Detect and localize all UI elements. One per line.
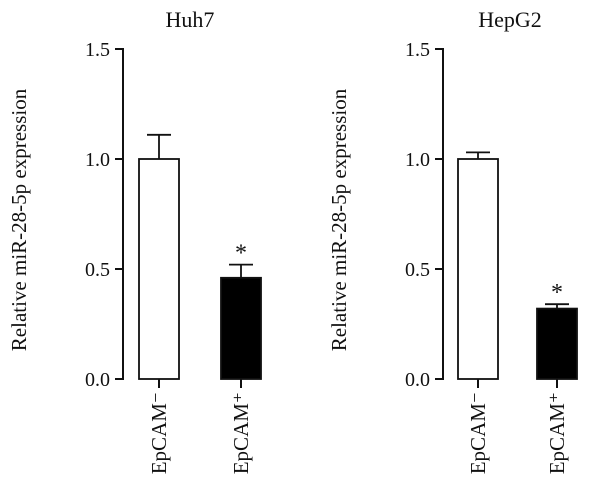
significance-marker: *: [235, 241, 247, 267]
y-tick-label: 0.5: [405, 259, 430, 281]
bar: [536, 307, 578, 380]
y-axis-label: Relative miR-28-5p expression: [7, 88, 31, 351]
x-tick-label: EpCAM⁻: [466, 392, 490, 474]
significance-marker: *: [551, 280, 563, 306]
y-axis-label: Relative miR-28-5p expression: [327, 88, 351, 351]
y-tick-label: 1.5: [85, 39, 110, 61]
bar: [457, 158, 499, 380]
bar: [220, 276, 262, 380]
y-tick-label: 0.0: [405, 369, 430, 391]
y-tick-label: 1.0: [85, 149, 110, 171]
bar: [138, 158, 180, 380]
chart-title: Huh7: [166, 7, 215, 32]
panel-huh7: Huh7 0.0 0.5 1.0 1.5 Relative miR-28-5p expre…: [7, 7, 262, 474]
y-tick-label: 1.5: [405, 39, 430, 61]
x-tick-label: EpCAM⁻: [147, 392, 171, 474]
x-tick-label: EpCAM⁺: [545, 392, 569, 474]
panel-hepg2: HepG2 0.0 0.5 1.0 1.5 Relative miR-28-5p expr…: [327, 7, 578, 474]
chart-title: HepG2: [478, 7, 542, 32]
y-tick-label: 0.5: [85, 259, 110, 281]
y-tick-label: 0.0: [85, 369, 110, 391]
y-tick-label: 1.0: [405, 149, 430, 171]
x-tick-label: EpCAM⁺: [229, 392, 253, 474]
